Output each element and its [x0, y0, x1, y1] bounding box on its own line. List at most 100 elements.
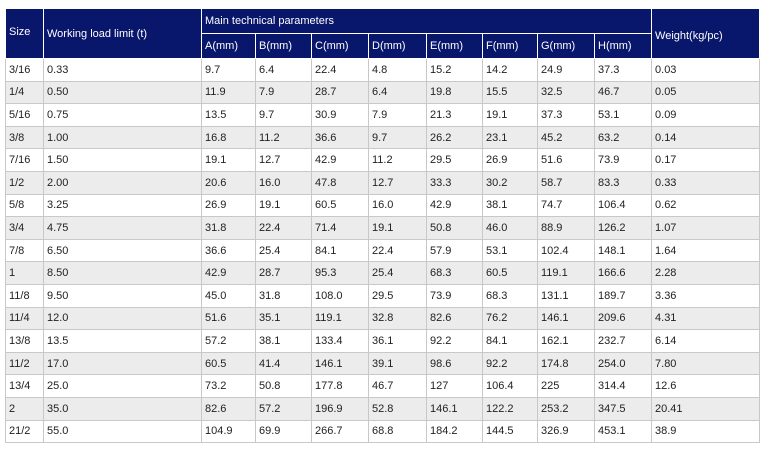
cell-h: 148.1: [593, 238, 653, 263]
cell-d: 68.8: [368, 419, 427, 444]
cell-h: 254.0: [593, 351, 653, 376]
table-row: 13/8 13.5 57.2 38.1 133.4 36.1 92.2 84.1 162.1 23…: [5, 329, 761, 353]
cell-weight: 0.03: [651, 58, 761, 82]
cell-d: 25.4: [368, 261, 427, 285]
cell-h: 73.9: [593, 148, 653, 172]
cell-c: 47.8: [311, 170, 369, 195]
cell-f: 144.5: [482, 419, 538, 444]
cell-size: 5/16: [5, 103, 44, 127]
cell-weight: 7.80: [651, 351, 761, 376]
cell-e: 82.6: [426, 306, 483, 331]
cell-h: 37.3: [593, 58, 653, 82]
cell-c: 146.1: [311, 351, 369, 376]
cell-weight: 6.14: [651, 329, 761, 353]
cell-size: 7/8: [5, 238, 44, 263]
cell-size: 11/8: [5, 283, 44, 308]
cell-size: 7/16: [5, 148, 44, 172]
cell-g: 146.1: [537, 306, 595, 331]
shackle-spec-table: Size Working load limit (t) Main technic…: [5, 8, 761, 444]
cell-g: 253.2: [537, 396, 595, 421]
cell-g: 131.1: [537, 283, 595, 308]
cell-d: 46.7: [368, 374, 427, 398]
cell-weight: 0.14: [651, 125, 761, 150]
table-row: 11/8 9.50 45.0 31.8 108.0 29.5 73.9 68.3 131.1 18…: [5, 283, 761, 308]
table-row: 11/2 17.0 60.5 41.4 146.1 39.1 98.6 92.2 174.8 25…: [5, 351, 761, 376]
cell-f: 53.1: [482, 238, 538, 263]
cell-c: 22.4: [311, 58, 369, 82]
cell-g: 174.8: [537, 351, 595, 376]
cell-a: 9.7: [201, 58, 256, 82]
table-row: 5/16 0.75 13.5 9.7 30.9 7.9 21.3 19.1 37.3 53.1 0.…: [5, 103, 761, 127]
working-load-limit-header: Working load limit (t): [43, 8, 202, 59]
cell-c: 28.7: [311, 80, 369, 105]
cell-a: 16.8: [201, 125, 256, 150]
cell-working-load-limit: 3.25: [43, 193, 202, 218]
cell-g: 102.4: [537, 238, 595, 263]
cell-c: 30.9: [311, 103, 369, 127]
cell-size: 13/4: [5, 374, 44, 398]
cell-e: 21.3: [426, 103, 483, 127]
cell-g: 24.9: [537, 58, 595, 82]
cell-weight: 0.33: [651, 170, 761, 195]
cell-weight: 1.64: [651, 238, 761, 263]
header-row-top: Size Working load limit (t) Main technic…: [5, 8, 761, 59]
cell-d: 32.8: [368, 306, 427, 331]
cell-f: 60.5: [482, 261, 538, 285]
cell-weight: 1.07: [651, 216, 761, 240]
table-row: 5/8 3.25 26.9 19.1 60.5 16.0 42.9 38.1 74.7 106.4…: [5, 193, 761, 218]
cell-f: 68.3: [482, 283, 538, 308]
cell-working-load-limit: 13.5: [43, 329, 202, 353]
cell-working-load-limit: 12.0: [43, 306, 202, 331]
cell-b: 7.9: [255, 80, 312, 105]
cell-d: 16.0: [368, 193, 427, 218]
cell-c: 266.7: [311, 419, 369, 444]
cell-f: 15.5: [482, 80, 538, 105]
cell-c: 177.8: [311, 374, 369, 398]
cell-e: 146.1: [426, 396, 483, 421]
cell-d: 12.7: [368, 170, 427, 195]
size-header: Size: [5, 8, 44, 59]
cell-size: 1/2: [5, 170, 44, 195]
cell-b: 9.7: [255, 103, 312, 127]
cell-g: 119.1: [537, 261, 595, 285]
cell-c: 196.9: [311, 396, 369, 421]
table-row: 21/2 55.0 104.9 69.9 266.7 68.8 184.2 144.5 326.…: [5, 419, 761, 444]
cell-size: 3/4: [5, 216, 44, 240]
table-row: 3/4 4.75 31.8 22.4 71.4 19.1 50.8 46.0 88.9 126.2…: [5, 216, 761, 240]
cell-g: 225: [537, 374, 595, 398]
table-row: 7/8 6.50 36.6 25.4 84.1 22.4 57.9 53.1 102.4 148.…: [5, 238, 761, 263]
cell-a: 60.5: [201, 351, 256, 376]
table-row: 1/4 0.50 11.9 7.9 28.7 6.4 19.8 15.5 32.5 46.7 0.0…: [5, 80, 761, 105]
cell-e: 127: [426, 374, 483, 398]
cell-b: 11.2: [255, 125, 312, 150]
cell-f: 26.9: [482, 148, 538, 172]
cell-size: 1: [5, 261, 44, 285]
cell-f: 30.2: [482, 170, 538, 195]
cell-b: 31.8: [255, 283, 312, 308]
cell-h: 347.5: [593, 396, 653, 421]
table-row: 3/8 1.00 16.8 11.2 36.6 9.7 26.2 23.1 45.2 63.2 0.…: [5, 125, 761, 150]
cell-g: 37.3: [537, 103, 595, 127]
cell-g: 51.6: [537, 148, 595, 172]
cell-e: 98.6: [426, 351, 483, 376]
cell-a: 31.8: [201, 216, 256, 240]
cell-b: 6.4: [255, 58, 312, 82]
cell-d: 39.1: [368, 351, 427, 376]
cell-c: 60.5: [311, 193, 369, 218]
cell-d: 4.8: [368, 58, 427, 82]
cell-g: 32.5: [537, 80, 595, 105]
cell-a: 19.1: [201, 148, 256, 172]
cell-a: 20.6: [201, 170, 256, 195]
cell-e: 29.5: [426, 148, 483, 172]
cell-weight: 20.41: [651, 396, 761, 421]
cell-b: 50.8: [255, 374, 312, 398]
cell-a: 45.0: [201, 283, 256, 308]
header-row-params: A(mm) B(mm) C(mm) D(mm) E(mm) F(mm) G(mm…: [6, 33, 760, 59]
table-row: 7/16 1.50 19.1 12.7 42.9 11.2 29.5 26.9 51.6 73.9…: [5, 148, 761, 172]
cell-working-load-limit: 0.75: [43, 103, 202, 127]
cell-g: 326.9: [537, 419, 595, 444]
cell-c: 84.1: [311, 238, 369, 263]
cell-working-load-limit: 6.50: [43, 238, 202, 263]
cell-weight: 0.17: [651, 148, 761, 172]
cell-b: 16.0: [255, 170, 312, 195]
